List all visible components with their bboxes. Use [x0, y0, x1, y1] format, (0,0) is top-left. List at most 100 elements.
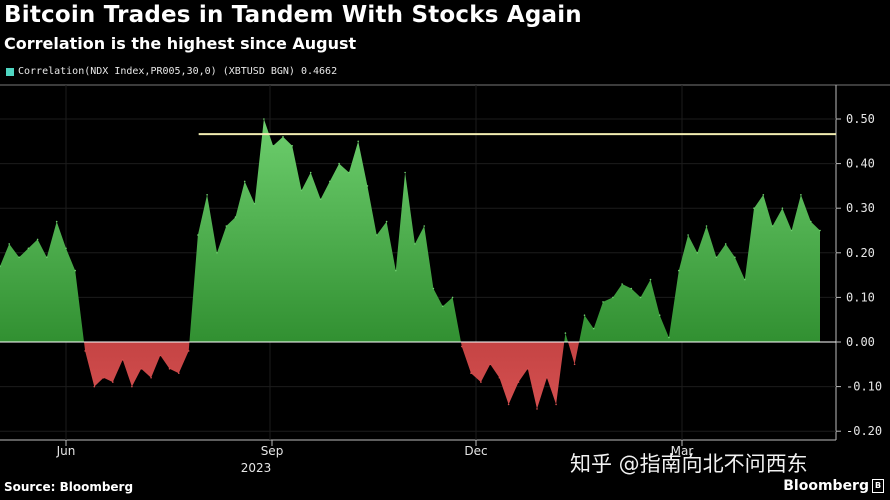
chart-legend: Correlation(NDX Index,PR005,30,0) (XBTUS… — [6, 66, 337, 77]
data-points — [0, 118, 821, 410]
x-tick-label: Mar — [671, 444, 694, 458]
data-point — [781, 207, 784, 209]
data-point — [206, 194, 208, 196]
brand-name: Bloomberg — [783, 478, 869, 494]
data-point — [612, 296, 614, 299]
data-point — [461, 345, 463, 348]
data-point — [309, 171, 312, 174]
data-point — [27, 247, 30, 250]
data-point — [357, 140, 360, 143]
data-point — [489, 363, 492, 366]
chart-subtitle: Correlation is the highest since August — [4, 34, 357, 53]
data-point — [564, 332, 567, 334]
data-point — [282, 136, 284, 138]
data-point — [592, 327, 595, 330]
legend-swatch — [6, 67, 14, 76]
data-point — [451, 296, 454, 299]
data-point — [423, 225, 426, 227]
y-tick-labels: 0.50 0.40 0.30 0.20 0.10 0.00 -0.10 -0.20 — [836, 112, 882, 438]
y-tick-label: 0.00 — [846, 335, 875, 349]
data-point — [300, 189, 303, 192]
source-text: Source: Bloomberg — [4, 480, 134, 494]
data-point — [348, 171, 350, 174]
data-point — [93, 385, 96, 388]
data-point — [687, 234, 689, 236]
watermark-text: 知乎 @指南向北不问西东 — [570, 452, 808, 476]
data-point — [216, 252, 218, 254]
x-tick-label: Jun — [56, 444, 76, 458]
data-point — [395, 269, 397, 272]
data-point — [715, 256, 718, 259]
data-point — [527, 368, 529, 370]
data-point — [705, 225, 708, 227]
data-point — [121, 359, 124, 361]
data-point — [338, 162, 340, 165]
data-point — [319, 198, 322, 201]
brand-logo: Bloomberg B — [783, 478, 884, 494]
data-point — [583, 314, 586, 317]
data-point — [36, 238, 39, 241]
data-point — [150, 376, 152, 379]
data-point — [507, 403, 510, 406]
data-point — [800, 194, 802, 196]
data-point — [630, 287, 633, 290]
data-point — [678, 269, 680, 272]
data-point — [762, 194, 765, 196]
data-point — [8, 243, 10, 245]
area-layer — [0, 119, 836, 409]
y-tick-label: 0.10 — [846, 290, 875, 304]
data-point — [65, 247, 67, 250]
data-point — [668, 336, 670, 339]
data-point — [649, 278, 652, 281]
x-tick-label: Sep — [261, 444, 284, 458]
data-point — [602, 301, 604, 303]
data-point — [178, 372, 180, 375]
x-tick-labels: Jun Sep Dec Mar 2023 — [56, 440, 694, 475]
data-point — [696, 252, 699, 254]
data-point — [159, 354, 162, 357]
data-point — [234, 216, 237, 218]
data-point — [658, 314, 661, 317]
data-point — [291, 145, 294, 147]
data-point — [131, 385, 133, 388]
data-point — [790, 229, 793, 232]
y-tick-label: 0.30 — [846, 201, 875, 215]
data-point — [546, 376, 548, 379]
chart-title: Bitcoin Trades in Tandem With Stocks Aga… — [4, 2, 582, 28]
data-point — [573, 363, 576, 366]
data-point — [480, 381, 482, 383]
data-point — [84, 350, 86, 352]
data-point — [810, 220, 812, 223]
x-tick-label: Dec — [464, 444, 487, 458]
data-point — [385, 220, 388, 223]
data-point — [0, 265, 1, 267]
y-tick-label: -0.20 — [846, 424, 882, 438]
data-point — [441, 305, 444, 308]
data-point — [46, 256, 48, 259]
data-point — [536, 408, 538, 410]
data-point — [753, 207, 755, 209]
data-point — [517, 381, 520, 383]
data-point — [112, 381, 114, 383]
y-tick-label: -0.10 — [846, 380, 882, 394]
x-year-label: 2023 — [241, 461, 272, 475]
brand-icon: B — [872, 479, 884, 493]
data-point — [744, 278, 746, 281]
data-point — [432, 287, 435, 290]
data-point — [639, 296, 642, 299]
data-point — [498, 376, 501, 379]
data-point — [272, 145, 274, 147]
positive-area — [0, 119, 820, 342]
data-point — [404, 171, 406, 174]
data-point — [375, 234, 378, 236]
data-point — [470, 372, 472, 375]
data-point — [55, 220, 58, 223]
data-point — [140, 368, 142, 370]
data-point — [253, 202, 256, 205]
data-point — [197, 234, 199, 236]
data-point — [366, 185, 369, 187]
data-point — [263, 118, 265, 120]
legend-label: Correlation(NDX Index,PR005,30,0) (XBTUS… — [18, 66, 338, 77]
data-point — [168, 368, 171, 370]
